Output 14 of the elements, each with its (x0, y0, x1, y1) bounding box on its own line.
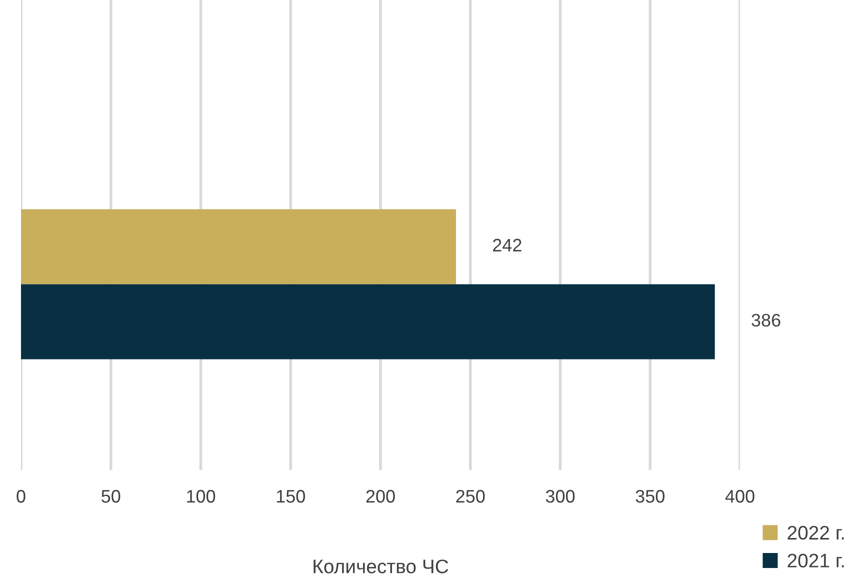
x-tick-label: 50 (102, 490, 120, 503)
x-tick-label: 200 (366, 490, 395, 503)
x-axis-title: Количество ЧС (314, 560, 448, 574)
data-label: 386 (752, 314, 780, 327)
x-tick-label: 150 (276, 490, 305, 503)
x-tick-label: 400 (725, 490, 754, 503)
legend-label: 2021 г. (788, 554, 844, 568)
x-tick-label: 0 (16, 490, 26, 503)
x-tick-label: 100 (187, 490, 216, 503)
data-label: 242 (493, 238, 522, 252)
x-tick-label: 250 (456, 490, 485, 503)
x-tick-label: 300 (546, 490, 575, 503)
legend-label: 2022 г. (788, 526, 844, 540)
x-tick-label: 350 (636, 490, 664, 503)
